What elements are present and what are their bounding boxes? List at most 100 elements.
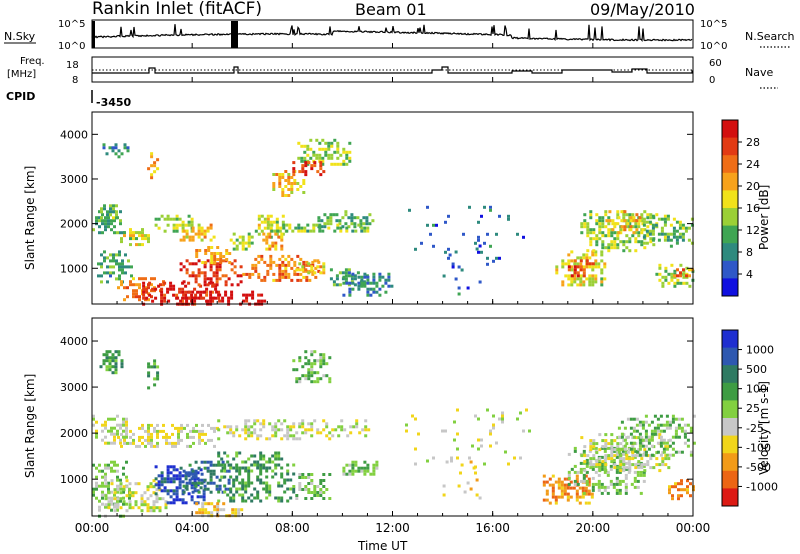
heatmap-cell [194,293,198,297]
heatmap-cell [667,445,671,449]
heatmap-cell [238,481,242,485]
power-panel-bg [92,112,693,304]
heatmap-cell [310,374,314,378]
heatmap-cell [636,479,640,483]
heatmap-cell [342,472,346,476]
heatmap-cell [247,428,251,432]
heatmap-cell [279,226,283,230]
heatmap-cell [623,210,627,214]
heatmap-cell [620,432,624,436]
heatmap-cell [92,490,95,494]
heatmap-cell [623,426,627,430]
heatmap-cell [209,460,213,464]
heatmap-cell [193,299,197,303]
heatmap-cell [587,501,591,505]
heatmap-cell [152,506,156,510]
heatmap-cell [215,277,219,281]
heatmap-cell [229,428,233,432]
heatmap-cell [679,274,682,278]
heatmap-cell [554,480,558,484]
heatmap-cell [363,229,367,233]
heatmap-cell [197,229,201,233]
heatmap-cell [197,478,201,482]
heatmap-cell [244,247,248,251]
heatmap-cell [194,484,198,488]
heatmap-cell [615,491,619,495]
heatmap-cell [182,484,186,488]
heatmap-cell [579,479,583,483]
heatmap-cell [210,261,214,264]
heatmap-cell [218,293,222,297]
heatmap-cell [589,216,593,220]
heatmap-cell [635,429,639,433]
heatmap-cell [669,238,673,242]
heatmap-cell [207,423,210,427]
heatmap-cell [177,438,180,442]
heatmap-cell [322,491,326,494]
heatmap-cell [639,470,643,474]
heatmap-cell [567,283,571,287]
heatmap-cell [216,505,220,509]
heatmap-cell [457,484,461,488]
heatmap-cell [680,479,683,483]
heatmap-cell [631,225,635,229]
heatmap-cell [206,229,210,233]
heatmap-cell [295,431,299,435]
heatmap-cell [659,438,663,442]
heatmap-cell [681,238,685,242]
heatmap-cell [542,483,546,487]
heatmap-cell [138,283,141,287]
heatmap-cell [661,457,665,461]
heatmap-cell [658,469,662,473]
heatmap-cell [216,252,220,255]
heatmap-cell [266,263,270,267]
heatmap-cell [262,422,266,426]
heatmap-cell [274,496,278,500]
heatmap-cell [251,293,255,297]
heatmap-cell [344,268,348,272]
heatmap-cell [187,492,191,496]
heatmap-cell [586,225,590,229]
heatmap-cell [667,457,671,461]
heatmap-cell [103,207,106,211]
heatmap-cell [589,442,593,446]
heatmap-cell [212,463,216,467]
heatmap-cell [272,185,276,188]
heatmap-cell [542,498,546,502]
heatmap-cell [629,447,633,451]
heatmap-cell [310,350,314,354]
heatmap-cell [281,214,285,218]
heatmap-cell [256,496,260,500]
heatmap-cell [598,228,602,232]
heatmap-cell [242,299,246,303]
heatmap-cell [269,266,273,270]
heatmap-cell [663,217,667,221]
heatmap-cell [589,466,593,470]
heatmap-cell [203,478,207,482]
heatmap-cell [199,468,203,472]
heatmap-cell [318,226,322,230]
heatmap-cell [263,278,267,282]
heatmap-cell [113,426,116,430]
heatmap-cell [286,428,290,432]
colorbar-frame [721,329,739,507]
heatmap-cell [201,438,204,442]
heatmap-cell [601,234,605,238]
heatmap-cell [595,240,599,244]
heatmap-cell [201,432,204,436]
heatmap-cell [269,263,273,267]
heatmap-cell [193,486,197,490]
heatmap-cell [272,278,276,282]
heatmap-cell [310,422,314,426]
heatmap-cell [560,492,564,496]
heatmap-cell [138,277,141,281]
heatmap-cell [277,419,281,423]
heatmap-cell [132,283,135,287]
heatmap-cell [123,231,126,235]
heatmap-cell [582,268,586,272]
heatmap-cell [178,480,182,484]
heatmap-cell [589,460,593,464]
heatmap-cell [239,280,243,284]
heatmap-cell [105,356,109,360]
heatmap-cell [104,222,107,226]
